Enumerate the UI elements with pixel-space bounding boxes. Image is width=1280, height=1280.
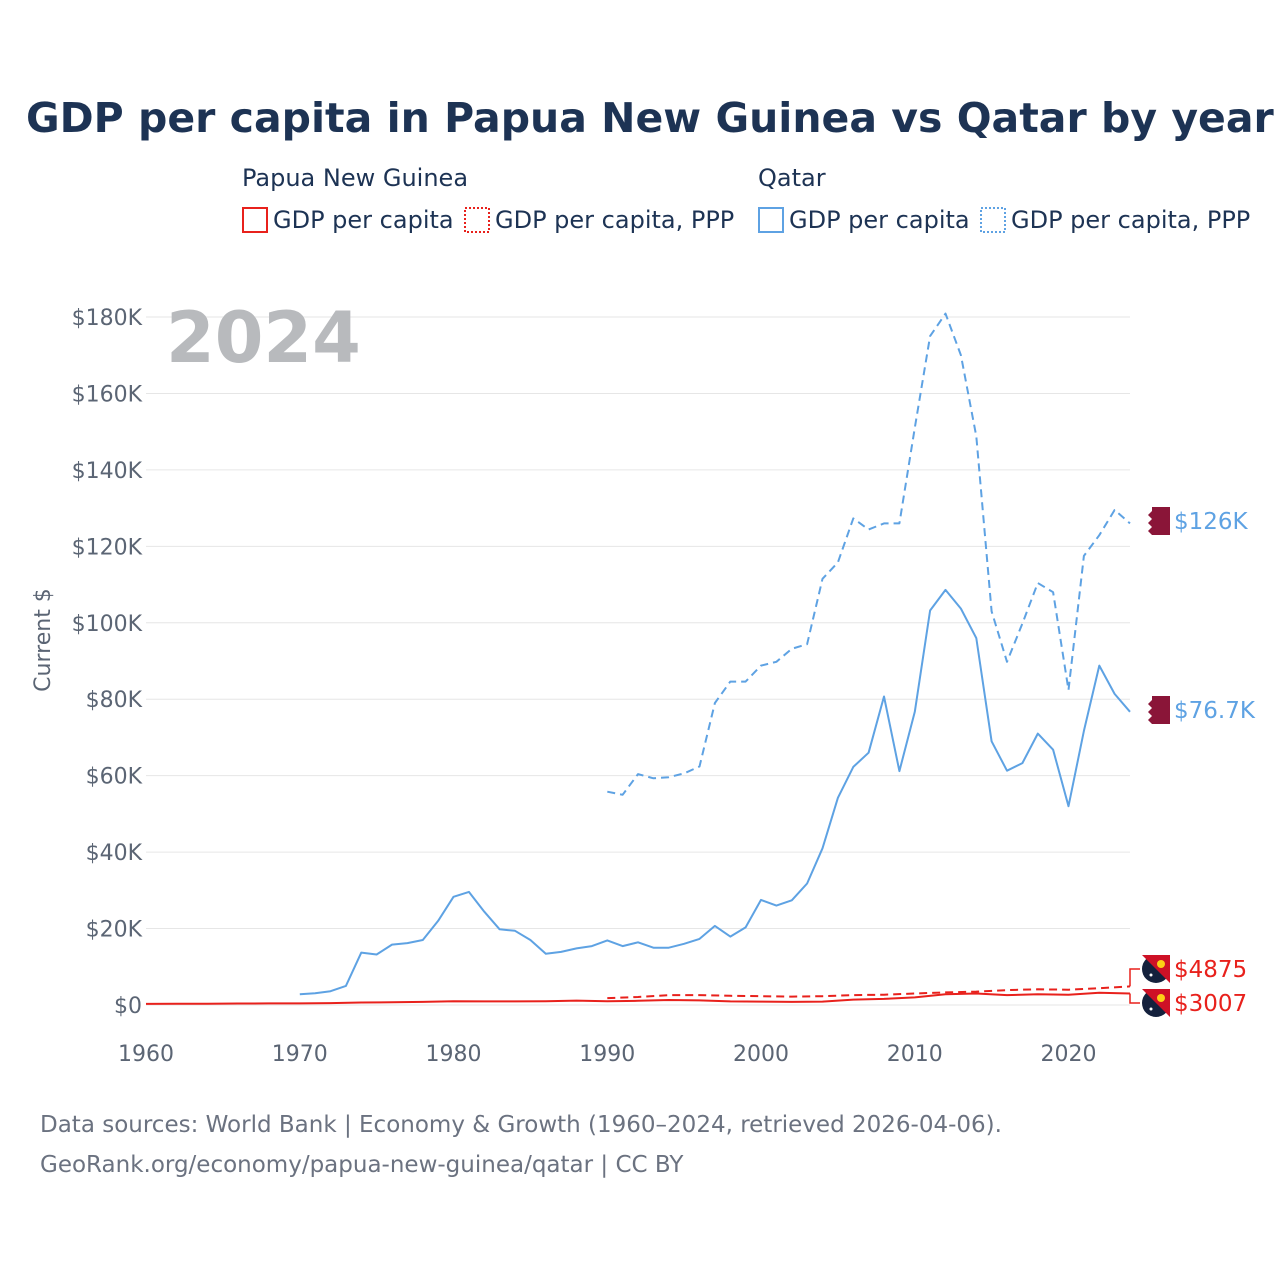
series-line-png-gdp (145, 991, 1131, 1005)
end-label-connector (1129, 968, 1140, 987)
legend-group-qatar: Qatar (758, 164, 826, 192)
legend-label-qatar-gdp: GDP per capita (789, 206, 970, 234)
y-tick-label: $0 (114, 994, 142, 1019)
x-tick-label: 2010 (887, 1042, 943, 1067)
end-value-label: $76.7K (1174, 698, 1256, 724)
legend-group-png: Papua New Guinea (242, 164, 468, 192)
flag-bird (1157, 994, 1165, 1002)
end-value-label: $4875 (1174, 957, 1247, 983)
y-tick-label: $140K (72, 459, 143, 484)
grid (146, 316, 1130, 1006)
x-tick-label: 1960 (118, 1042, 174, 1067)
legend-swatch-png-gdp (242, 207, 268, 233)
y-tick-label: $20K (86, 918, 143, 943)
flag-qatar-icon (1142, 507, 1170, 535)
footer-link[interactable]: GeoRank.org/economy/papua-new-guinea/qat… (40, 1152, 684, 1178)
y-tick-label: $100K (72, 612, 143, 637)
footer-source: Data sources: World Bank | Economy & Gro… (40, 1112, 1002, 1138)
end-labels: $3007 $4875 $76.7K $126K (1129, 507, 1256, 1017)
end-label-connector (1129, 993, 1140, 1004)
end-value-label: $126K (1174, 509, 1249, 535)
y-tick-label: $120K (72, 535, 143, 560)
flag-maroon (1148, 696, 1170, 724)
y-tick-label: $60K (86, 765, 143, 790)
flag-qatar-icon (1142, 696, 1170, 724)
y-tick-label: $40K (86, 841, 143, 866)
flag-maroon (1148, 507, 1170, 535)
series-line-qatar-gdp (299, 588, 1131, 996)
legend-swatch-qatar-gdp (758, 207, 784, 233)
y-tick-label: $180K (72, 306, 143, 331)
legend: Papua New Guinea Qatar GDP per capita GD… (242, 164, 1250, 234)
year-watermark: 2024 (166, 297, 361, 379)
flag-papua-new-guinea-icon (1142, 989, 1170, 1017)
legend-label-png-gdp: GDP per capita (273, 206, 454, 234)
x-tick-label: 2020 (1041, 1042, 1097, 1067)
series-line-png-ppp (607, 985, 1131, 1000)
x-tick-label: 1990 (579, 1042, 635, 1067)
legend-label-png-ppp: GDP per capita, PPP (495, 206, 734, 234)
x-tick-label: 1980 (426, 1042, 482, 1067)
flag-star (1149, 973, 1153, 977)
y-axis-label: Current $ (31, 588, 56, 692)
x-axis: 1960 1970 1980 1990 2000 2010 2020 (118, 1042, 1097, 1067)
series-layer (145, 312, 1131, 1005)
end-value-label: $3007 (1174, 991, 1247, 1017)
y-axis: $0 $20K $40K $60K $80K $100K $120K $140K $160K $1… (72, 306, 143, 1019)
legend-swatch-qatar-ppp (980, 207, 1006, 233)
flag-bird (1157, 960, 1165, 968)
x-tick-label: 1970 (272, 1042, 328, 1067)
x-tick-label: 2000 (733, 1042, 789, 1067)
chart-title: GDP per capita in Papua New Guinea vs Qa… (26, 94, 1275, 142)
flag-star (1149, 1007, 1153, 1011)
legend-label-qatar-ppp: GDP per capita, PPP (1011, 206, 1250, 234)
series-line-qatar-ppp (607, 312, 1131, 796)
y-tick-label: $80K (86, 688, 143, 713)
legend-swatch-png-ppp (464, 207, 490, 233)
flag-papua-new-guinea-icon (1142, 955, 1170, 983)
y-tick-label: $160K (72, 382, 143, 407)
